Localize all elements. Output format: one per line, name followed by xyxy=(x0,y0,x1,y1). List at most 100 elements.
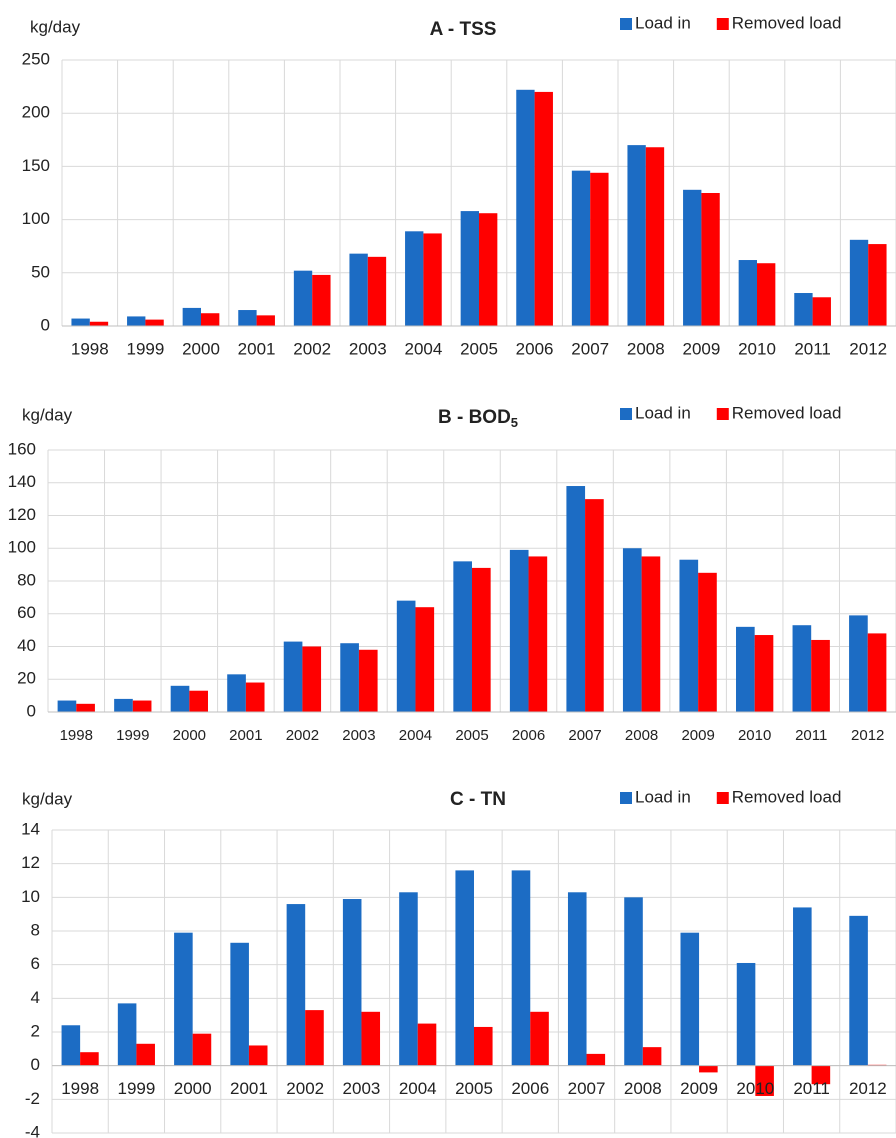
y-tick-label: 14 xyxy=(21,819,40,838)
bar xyxy=(361,1011,381,1066)
bar xyxy=(227,674,246,712)
y-tick-label: -2 xyxy=(25,1089,40,1108)
y-tick-label: 0 xyxy=(41,315,50,334)
x-tick-label: 2005 xyxy=(455,1079,493,1098)
bar xyxy=(399,892,418,1066)
bar xyxy=(849,239,869,326)
y-tick-label: 40 xyxy=(17,636,36,655)
title-text: A - TSS xyxy=(430,19,497,40)
y-tick-label: 150 xyxy=(22,156,50,175)
y-axis-label: kg/day xyxy=(30,17,81,36)
x-tick-label: 2000 xyxy=(173,727,206,744)
x-tick-label: 2009 xyxy=(680,1079,718,1098)
x-tick-label: 2002 xyxy=(293,339,331,358)
x-tick-label: 2011 xyxy=(793,1079,830,1098)
x-tick-label: 2011 xyxy=(795,727,827,744)
bar xyxy=(349,253,368,326)
bar xyxy=(136,1043,155,1066)
y-tick-label: 2 xyxy=(31,1021,40,1040)
bar xyxy=(511,870,531,1066)
y-tick-label: 6 xyxy=(31,954,40,973)
x-tick-label: 2005 xyxy=(455,727,488,744)
bar xyxy=(868,244,887,326)
bar xyxy=(474,1026,493,1066)
bar xyxy=(849,615,868,712)
x-tick-label: 2012 xyxy=(849,1079,887,1098)
bar xyxy=(342,899,362,1066)
x-tick-label: 2007 xyxy=(568,1079,606,1098)
y-tick-label: 200 xyxy=(22,103,50,122)
bar xyxy=(534,91,553,326)
x-tick-label: 1999 xyxy=(116,727,149,744)
bar xyxy=(641,556,661,712)
bar xyxy=(201,313,220,326)
legend-swatch xyxy=(716,792,729,804)
bar xyxy=(283,641,303,712)
y-tick-label: -4 xyxy=(25,1122,40,1138)
bar xyxy=(479,213,498,326)
x-tick-label: 1999 xyxy=(117,1079,155,1098)
x-tick-label: 2001 xyxy=(230,1079,268,1098)
bar xyxy=(571,170,591,326)
bar xyxy=(453,561,472,712)
legend-swatch xyxy=(620,18,632,30)
bar xyxy=(340,643,359,712)
bar xyxy=(645,147,665,326)
bar xyxy=(792,625,812,712)
x-tick-label: 1998 xyxy=(60,727,93,744)
bar xyxy=(61,1025,81,1066)
bar xyxy=(622,548,642,712)
bar xyxy=(679,559,699,712)
legend-swatch xyxy=(716,18,729,30)
bar xyxy=(757,263,776,326)
bar xyxy=(182,307,201,326)
y-tick-label: 60 xyxy=(17,603,36,622)
bar xyxy=(127,316,146,326)
x-tick-label: 2010 xyxy=(736,1079,774,1098)
chart-title: C - TN xyxy=(450,789,506,810)
y-tick-label: 100 xyxy=(8,538,36,557)
title-text: C - TN xyxy=(450,789,506,810)
bar xyxy=(698,572,717,712)
bar xyxy=(302,646,322,712)
bar xyxy=(230,942,249,1066)
bar xyxy=(455,870,474,1066)
bar xyxy=(114,698,133,712)
bar xyxy=(590,172,609,326)
bar xyxy=(238,310,257,326)
bar xyxy=(530,1011,549,1066)
x-tick-label: 2003 xyxy=(342,727,375,744)
bar xyxy=(811,1065,831,1085)
title-subscript: 5 xyxy=(511,415,518,430)
x-tick-label: 1998 xyxy=(61,1079,99,1098)
bar xyxy=(472,567,491,712)
bar xyxy=(312,274,331,326)
bar xyxy=(585,499,604,712)
bar xyxy=(417,1023,437,1066)
bar xyxy=(460,211,479,326)
title-text: B - BOD xyxy=(438,407,511,428)
x-tick-label: 2001 xyxy=(229,727,262,744)
x-tick-label: 2006 xyxy=(516,339,554,358)
x-tick-label: 2000 xyxy=(182,339,220,358)
bar xyxy=(293,270,313,326)
y-axis-label: kg/day xyxy=(22,789,73,808)
x-tick-label: 2001 xyxy=(238,339,276,358)
x-tick-label: 2004 xyxy=(404,339,442,358)
bar xyxy=(367,256,387,326)
x-tick-label: 2003 xyxy=(343,1079,381,1098)
y-tick-label: 80 xyxy=(17,570,36,589)
x-tick-label: 2011 xyxy=(794,339,831,358)
x-tick-label: 2002 xyxy=(286,1079,324,1098)
bar xyxy=(57,700,77,712)
bar xyxy=(509,549,529,712)
bar xyxy=(256,315,275,326)
y-tick-label: 0 xyxy=(27,701,36,720)
bar xyxy=(586,1053,606,1066)
y-tick-label: 12 xyxy=(21,853,40,872)
x-tick-label: 1998 xyxy=(71,339,109,358)
legend-swatch xyxy=(620,792,632,804)
x-tick-label: 1999 xyxy=(126,339,164,358)
legend-label: Load in xyxy=(635,787,691,806)
y-tick-label: 0 xyxy=(31,1055,40,1074)
